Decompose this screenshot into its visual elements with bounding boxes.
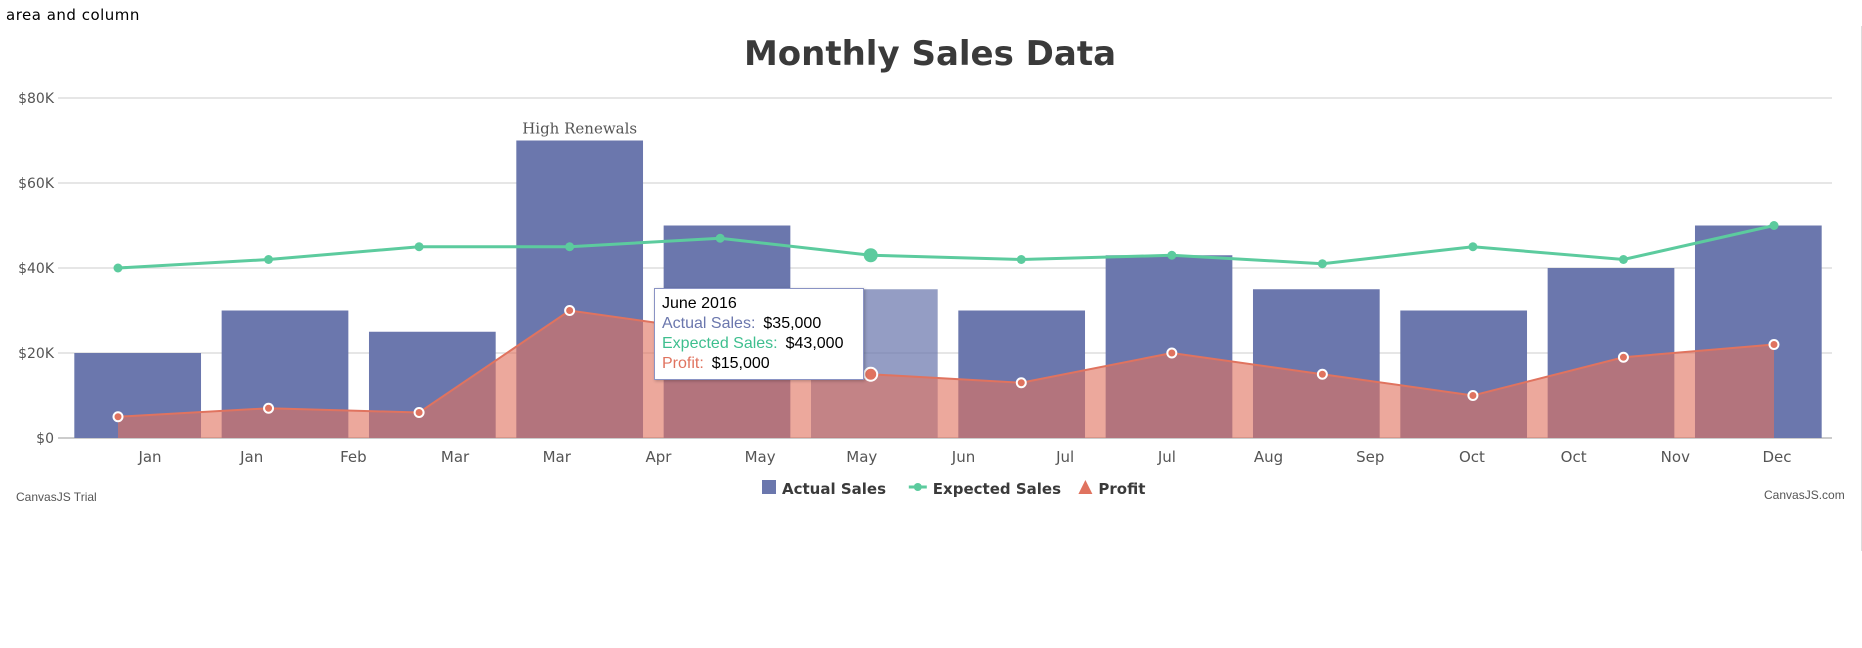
chart-title: Monthly Sales Data — [744, 34, 1116, 74]
tooltip-label: Expected Sales: — [662, 335, 778, 352]
tooltip-row-actual-sales: Actual Sales: $35,000 — [662, 314, 856, 334]
legend-label[interactable]: Expected Sales — [933, 480, 1061, 498]
x-tick-label: Jul — [1055, 448, 1074, 466]
profit-point[interactable] — [1015, 377, 1027, 389]
expected-sales-path — [117, 224, 1775, 270]
profit-point[interactable] — [863, 366, 879, 382]
tooltip-row-expected-sales: Expected Sales: $43,000 — [662, 334, 856, 354]
tooltip-value: $15,000 — [711, 355, 770, 372]
profit-point[interactable] — [1467, 390, 1479, 401]
chart-svg[interactable]: Monthly Sales Data $0 $20K $40K $60K $80K Hi… — [0, 26, 1860, 551]
expected-sales-point[interactable] — [1317, 259, 1327, 269]
profit-area-line — [117, 309, 1775, 418]
legend-marker-dot — [913, 483, 922, 491]
profit-area-fill — [118, 310, 1774, 438]
credit-canvasjs-link[interactable]: CanvasJS.com — [1764, 488, 1845, 502]
expected-sales-point[interactable] — [1468, 242, 1478, 252]
legend[interactable]: Actual Sales Expected Sales Profit — [762, 480, 1145, 498]
tooltip-row-profit: Profit: $15,000 — [662, 354, 856, 374]
tooltip-value: $43,000 — [785, 335, 844, 352]
profit-area[interactable] — [112, 305, 1780, 438]
profit-point[interactable] — [1768, 339, 1780, 350]
tooltip-value: $35,000 — [763, 315, 822, 332]
expected-sales-point[interactable] — [863, 248, 878, 263]
expected-sales-point[interactable] — [1618, 255, 1628, 264]
x-tick-label: Apr — [645, 448, 672, 466]
credit-trial: CanvasJS Trial — [16, 490, 97, 504]
expected-sales-point[interactable] — [1769, 221, 1779, 230]
tooltip-label: Actual Sales: — [662, 315, 756, 332]
expected-sales-line[interactable] — [113, 221, 1779, 273]
chart-tooltip: June 2016 Actual Sales: $35,000 Expected … — [654, 288, 864, 380]
legend-marker-square — [762, 480, 776, 494]
profit-point[interactable] — [112, 411, 124, 423]
x-tick-label: Oct — [1459, 448, 1485, 466]
profit-point[interactable] — [1166, 347, 1178, 359]
y-tick-label: $20K — [18, 346, 55, 362]
y-tick-label: $0 — [36, 431, 54, 447]
expected-sales-point[interactable] — [414, 242, 424, 252]
x-axis-ticks: Jan Jan Feb Mar Mar Apr May May Jun Jul Jul Aug Sep O… — [137, 448, 1791, 466]
profit-point[interactable] — [413, 407, 425, 418]
x-tick-label: Jan — [137, 448, 161, 466]
expected-sales-point[interactable] — [1167, 250, 1177, 260]
chart-container[interactable]: Monthly Sales Data $0 $20K $40K $60K $80K Hi… — [0, 26, 1862, 551]
legend-marker-triangle — [1078, 480, 1093, 494]
profit-point[interactable] — [1316, 368, 1328, 380]
bar-annotation: High Renewals — [522, 120, 637, 138]
expected-sales-point[interactable] — [1016, 255, 1026, 264]
x-tick-label: Nov — [1661, 448, 1690, 466]
legend-label[interactable]: Profit — [1098, 480, 1145, 498]
x-tick-label: May — [745, 448, 776, 466]
annotations: High Renewals — [522, 120, 637, 138]
x-tick-label: Jul — [1157, 448, 1176, 466]
page-caption: area and column — [6, 6, 140, 24]
x-tick-label: Mar — [441, 448, 470, 466]
x-tick-label: Mar — [543, 448, 572, 466]
x-tick-label: May — [846, 448, 877, 466]
x-tick-label: Dec — [1762, 448, 1791, 466]
y-tick-label: $60K — [18, 176, 55, 192]
y-axis-ticks: $0 $20K $40K $60K $80K — [18, 91, 55, 447]
x-tick-label: Oct — [1561, 448, 1587, 466]
expected-sales-point[interactable] — [113, 263, 123, 273]
x-tick-label: Sep — [1356, 448, 1384, 466]
tooltip-label: Profit: — [662, 355, 704, 372]
profit-point[interactable] — [564, 305, 576, 316]
expected-sales-point[interactable] — [264, 255, 274, 264]
profit-point[interactable] — [263, 402, 275, 414]
y-tick-label: $40K — [18, 261, 55, 277]
legend-label[interactable]: Actual Sales — [782, 480, 886, 498]
x-tick-label: Aug — [1254, 448, 1283, 466]
profit-point[interactable] — [1617, 351, 1629, 363]
expected-sales-point[interactable] — [565, 242, 575, 252]
y-tick-label: $80K — [18, 91, 55, 107]
expected-sales-point[interactable] — [715, 233, 725, 243]
x-tick-label: Jan — [239, 448, 263, 466]
x-tick-label: Feb — [340, 448, 367, 466]
x-tick-label: Jun — [951, 448, 975, 466]
tooltip-title: June 2016 — [662, 295, 737, 312]
